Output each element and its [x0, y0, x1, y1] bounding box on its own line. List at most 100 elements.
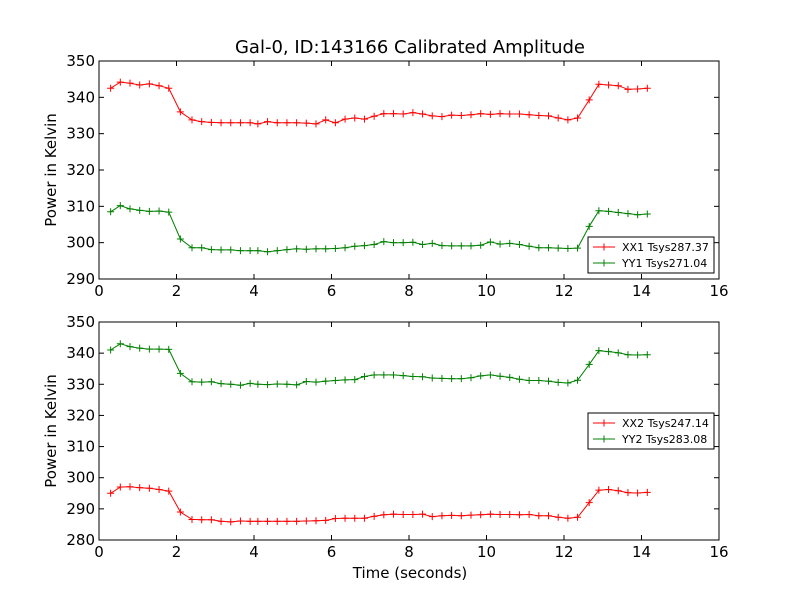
legend-entry-label: XX2 Tsys247.14	[622, 417, 709, 430]
data-point	[419, 110, 427, 118]
data-point	[155, 207, 163, 215]
y-tick-label: 340	[66, 344, 95, 362]
data-point	[419, 373, 427, 381]
data-point	[283, 380, 291, 388]
y-tick-label: 350	[66, 313, 95, 331]
y-tick-label: 300	[66, 469, 95, 487]
data-point	[634, 85, 642, 93]
data-point	[126, 343, 134, 351]
data-point	[545, 377, 552, 385]
y-tick-label: 310	[66, 438, 95, 456]
x-axis-label: Time (seconds)	[352, 564, 468, 582]
data-point	[564, 379, 572, 387]
data-point	[643, 210, 651, 218]
data-point	[545, 244, 552, 252]
data-point	[107, 84, 115, 92]
legend-entry-label: YY1 Tsys271.04	[621, 257, 707, 270]
data-point	[438, 512, 446, 520]
data-point	[107, 208, 115, 216]
data-point	[634, 211, 642, 219]
data-point	[506, 239, 514, 247]
data-point	[341, 115, 349, 123]
data-point	[165, 84, 173, 92]
data-point	[486, 371, 494, 379]
data-point	[217, 380, 225, 388]
data-point	[477, 110, 485, 118]
y-tick-label: 300	[66, 234, 95, 252]
data-point	[496, 240, 504, 248]
data-point	[515, 240, 523, 248]
data-point	[207, 118, 215, 126]
bottom-panel: 0 2 4 6 8 10 12 14 16 280 290 300 310 320 330 340 350 Pow…	[42, 313, 729, 561]
data-point	[165, 345, 173, 353]
data-point	[605, 81, 613, 89]
data-point	[331, 515, 339, 523]
data-point	[360, 373, 368, 380]
data-point	[545, 512, 552, 520]
data-point	[227, 518, 235, 526]
data-point	[428, 513, 436, 521]
data-point	[145, 80, 153, 88]
data-point	[293, 381, 301, 389]
data-point	[624, 210, 632, 218]
data-point	[136, 81, 144, 89]
data-point	[535, 512, 543, 520]
data-point	[545, 112, 552, 120]
legend-swatch-marker	[600, 259, 608, 267]
data-point	[554, 513, 562, 521]
data-point	[126, 79, 134, 87]
y-tick-label: 310	[66, 197, 95, 215]
data-point	[419, 240, 427, 248]
data-point	[246, 247, 254, 255]
data-point	[380, 371, 388, 379]
legend-swatch-marker	[600, 243, 608, 251]
y-tick-label: 330	[66, 125, 95, 143]
data-point	[595, 347, 603, 355]
data-point	[312, 245, 320, 253]
data-point	[116, 483, 124, 491]
data-point	[322, 516, 330, 524]
data-point	[595, 207, 603, 215]
data-point	[145, 484, 153, 492]
data-point	[155, 486, 163, 494]
data-point	[273, 247, 281, 255]
data-point	[525, 111, 533, 119]
data-point	[351, 114, 359, 122]
data-point	[624, 489, 632, 497]
data-point	[457, 242, 465, 250]
data-point	[574, 114, 582, 122]
data-point	[614, 209, 622, 217]
x-tick-label: 16	[709, 543, 728, 561]
data-point	[605, 348, 613, 356]
data-point	[217, 517, 225, 525]
data-point	[302, 119, 310, 127]
data-point	[624, 351, 632, 359]
data-point	[467, 111, 475, 119]
y-tick-label: 290	[66, 500, 95, 518]
data-point	[457, 512, 465, 520]
data-point	[486, 110, 494, 118]
data-point	[614, 82, 622, 90]
data-point	[136, 206, 144, 214]
x-tick-label: 10	[477, 282, 496, 300]
data-point	[198, 378, 206, 386]
x-tick-label: 2	[172, 282, 182, 300]
data-point	[595, 80, 603, 88]
data-point	[643, 84, 651, 92]
data-point	[273, 517, 281, 525]
data-point	[341, 376, 349, 384]
data-point	[188, 244, 196, 252]
data-point	[614, 487, 622, 495]
legend-swatch-marker	[600, 419, 608, 427]
data-point	[428, 112, 436, 120]
data-point	[428, 374, 436, 382]
x-tick-label: 8	[404, 282, 414, 300]
x-tick-label: 0	[94, 543, 104, 561]
data-point	[246, 517, 254, 525]
data-point	[496, 110, 504, 118]
legend-entry-label: XX1 Tsys287.37	[622, 241, 709, 254]
data-point	[176, 508, 184, 516]
data-point	[525, 377, 533, 385]
legend-box	[587, 412, 715, 450]
data-point	[254, 247, 262, 255]
